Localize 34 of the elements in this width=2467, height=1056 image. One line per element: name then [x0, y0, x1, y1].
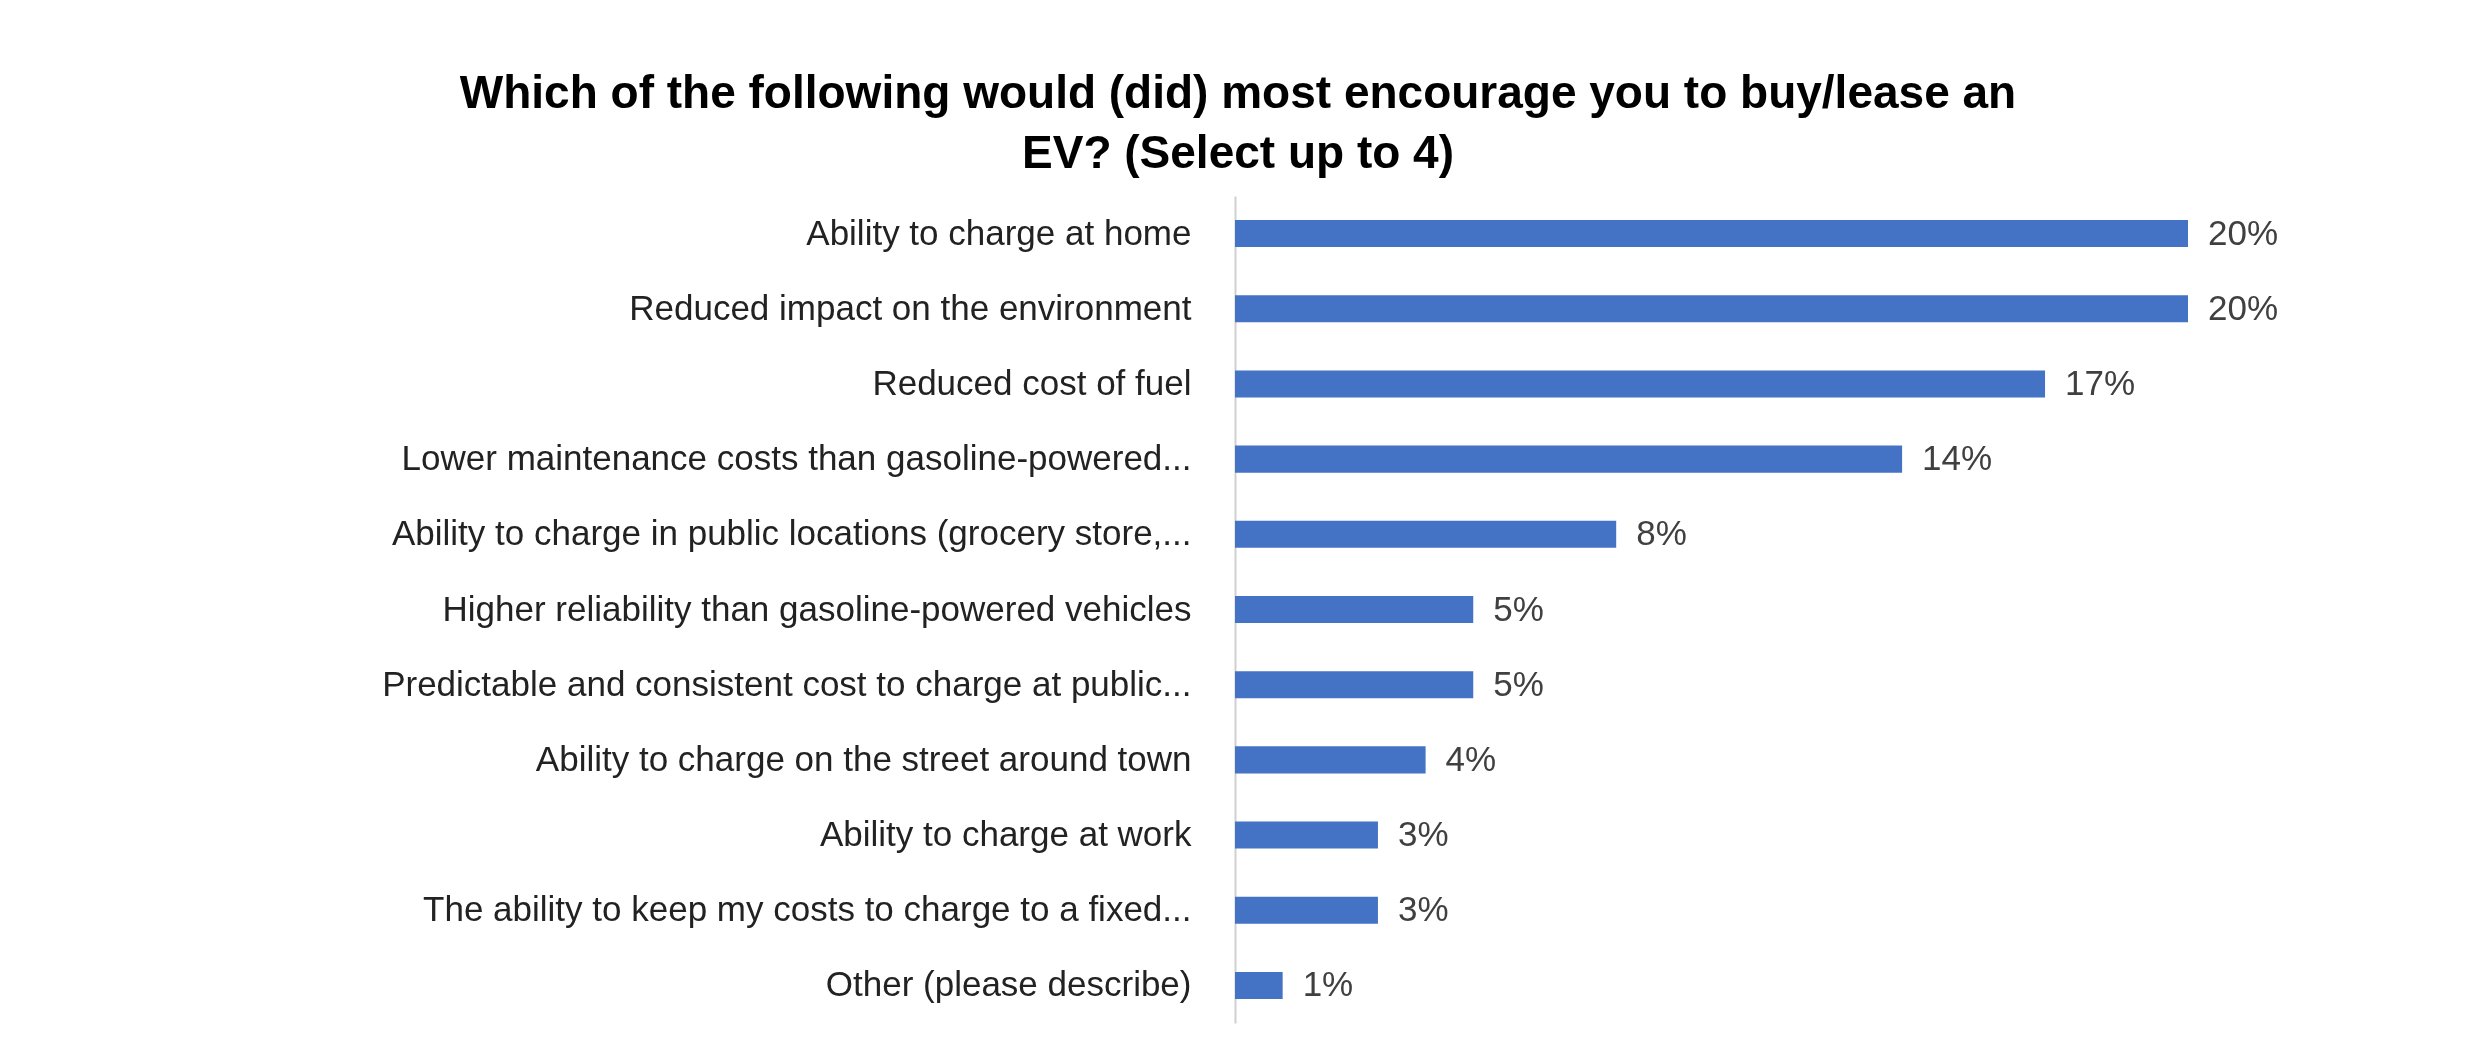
y-tick-label: Ability to charge at work	[819, 814, 1192, 854]
data-label: 5%	[1493, 663, 1544, 703]
y-tick-label: The ability to keep my costs to charge to a fixed...	[423, 889, 1192, 929]
data-label: 14%	[1922, 438, 1993, 478]
data-label: 17%	[2065, 362, 2136, 402]
y-tick-label: Other (please describe)	[825, 964, 1192, 1004]
y-tick-label: Ability to charge at home	[806, 212, 1192, 252]
bar	[1235, 445, 1903, 473]
data-label: 1%	[1302, 964, 1354, 1004]
bar	[1235, 671, 1474, 699]
y-tick-label: Lower maintenance costs than gasoline-powered...	[401, 438, 1192, 478]
data-label: 20%	[2208, 287, 2279, 327]
chart-title: Which of the following would (did) most encourage you to buy/lease an EV? (Select up to 4)	[459, 66, 2017, 178]
data-label: 8%	[1636, 513, 1687, 553]
bar	[1235, 595, 1474, 624]
y-tick-label: Reduced impact on the environment	[629, 287, 1192, 327]
bar	[1235, 971, 1283, 999]
data-label: 3%	[1397, 814, 1449, 854]
y-tick-label: Higher reliability than gasoline-powered vehicles	[442, 588, 1192, 628]
data-label: 3%	[1397, 889, 1449, 929]
bar	[1235, 746, 1426, 774]
data-label: 4%	[1445, 738, 1497, 778]
bar	[1235, 821, 1378, 849]
bar	[1235, 520, 1617, 548]
bar	[1235, 295, 2188, 323]
data-label: 5%	[1493, 588, 1544, 628]
y-tick-label: Ability to charge on the street around town	[535, 738, 1192, 778]
y-tick-label: Predictable and consistent cost to charge at public...	[382, 663, 1192, 703]
y-tick-label: Reduced cost of fuel	[872, 362, 1192, 402]
bar	[1235, 896, 1378, 924]
data-label: 20%	[2208, 212, 2279, 252]
bar	[1235, 370, 2046, 398]
bar	[1235, 220, 2188, 248]
y-tick-label: Ability to charge in public locations (grocery store,...	[391, 513, 1192, 553]
